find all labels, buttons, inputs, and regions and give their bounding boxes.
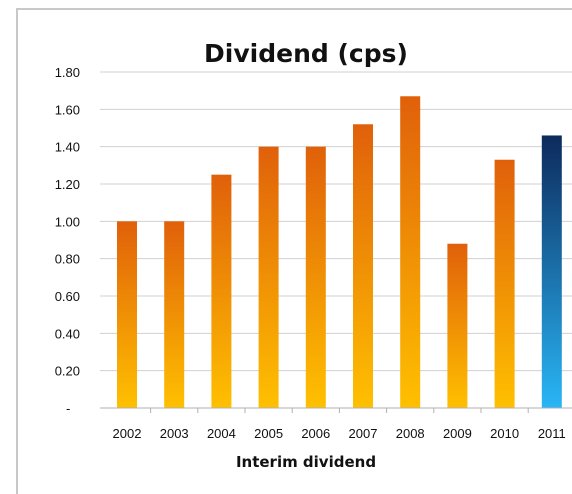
y-tick-label: 0.80	[55, 252, 80, 267]
bar-2008	[400, 96, 421, 409]
bar-2005	[258, 146, 279, 408]
chart-frame	[16, 8, 572, 494]
x-tick-label: 2009	[443, 426, 472, 441]
x-axis-ticks: 2002 2003 2004 2005 2006 2007 2008 2009 2010 2011	[113, 408, 566, 441]
x-tick-label: 2003	[160, 426, 189, 441]
y-tick-label: 0.20	[55, 364, 80, 379]
bars	[117, 96, 562, 409]
chart-title: Dividend (cps)	[204, 39, 408, 68]
x-tick-label: 2005	[254, 426, 283, 441]
x-tick-label: 2008	[396, 426, 425, 441]
y-tick-label: 1.40	[55, 140, 80, 155]
x-tick-label: 2011	[538, 426, 566, 441]
bar-2002	[117, 221, 137, 408]
bar-2007	[353, 124, 373, 409]
y-tick-label: 1.80	[55, 65, 80, 80]
y-tick-label: 1.60	[55, 102, 80, 117]
x-tick-label: 2007	[349, 426, 378, 441]
y-tick-label: 0.40	[55, 326, 80, 341]
x-tick-label: 2006	[301, 426, 330, 441]
x-tick-label: 2002	[113, 426, 142, 441]
gridlines	[100, 71, 572, 372]
bar-2010	[494, 159, 515, 408]
x-axis-label: Interim dividend	[236, 453, 376, 471]
y-axis-ticks: - 0.20 0.40 0.60 0.80 1.00 1.20 1.40 1.60 1.80	[55, 65, 80, 416]
y-tick-label: -	[66, 401, 70, 416]
y-tick-label: 0.60	[55, 289, 80, 304]
y-tick-label: 1.00	[55, 214, 80, 229]
bar-2006	[305, 146, 326, 408]
bar-2009	[447, 243, 468, 408]
y-tick-label: 1.20	[55, 177, 80, 192]
bar-2011	[541, 135, 562, 408]
bar-2004	[211, 174, 232, 408]
bar-2003	[164, 221, 185, 408]
x-tick-label: 2004	[207, 426, 236, 441]
x-tick-label: 2010	[490, 426, 519, 441]
